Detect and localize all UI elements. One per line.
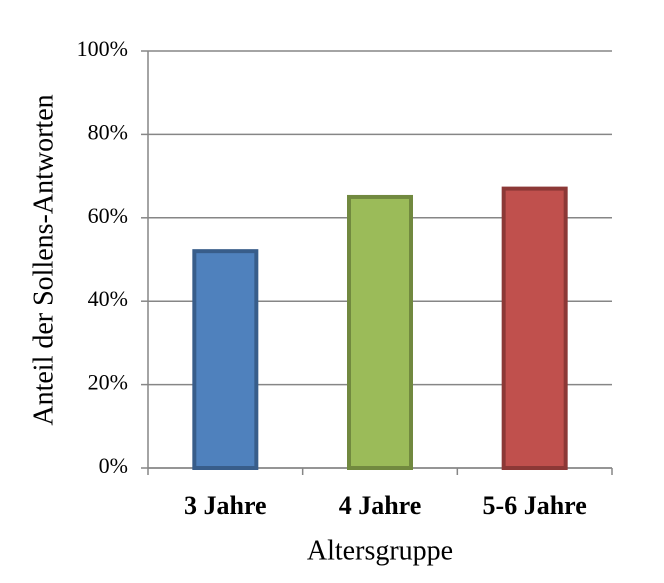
y-tick-label: 40%	[88, 286, 128, 311]
x-tick-label: 4 Jahre	[339, 491, 422, 520]
bar	[347, 194, 413, 470]
y-axis-title: Anteil der Sollens-Antworten	[28, 94, 59, 425]
y-tick-label: 100%	[77, 36, 128, 61]
y-tick-label: 60%	[88, 203, 128, 228]
y-tick-label: 20%	[88, 370, 128, 395]
x-tick-label: 3 Jahre	[184, 491, 267, 520]
bar	[192, 249, 259, 470]
x-tick-label: 5-6 Jahre	[483, 491, 587, 520]
y-tick-label: 80%	[88, 119, 128, 144]
x-axis-title: Altersgruppe	[307, 535, 453, 566]
bar	[501, 186, 568, 471]
y-tick-label: 0%	[99, 453, 128, 478]
